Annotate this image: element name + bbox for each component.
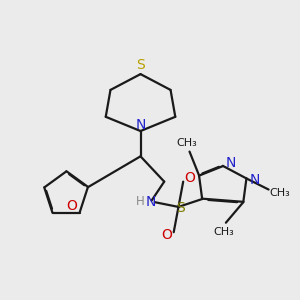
Text: S: S — [176, 201, 184, 215]
Text: O: O — [66, 200, 77, 213]
Text: S: S — [136, 58, 145, 72]
Text: O: O — [185, 172, 196, 185]
Text: N: N — [225, 156, 236, 170]
Text: N: N — [146, 194, 156, 208]
Text: N: N — [135, 118, 146, 132]
Text: H: H — [136, 195, 145, 208]
Text: CH₃: CH₃ — [213, 227, 234, 237]
Text: CH₃: CH₃ — [269, 188, 290, 198]
Text: CH₃: CH₃ — [177, 138, 197, 148]
Text: N: N — [249, 173, 260, 187]
Text: O: O — [161, 228, 172, 242]
